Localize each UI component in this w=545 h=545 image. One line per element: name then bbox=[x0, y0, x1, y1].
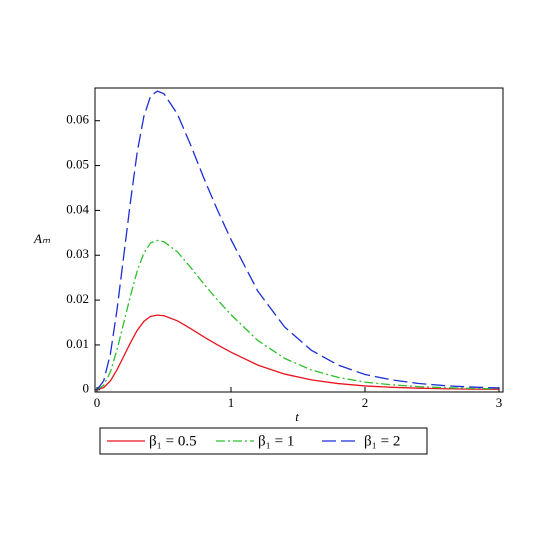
data-line bbox=[96, 239, 499, 391]
data-line bbox=[96, 314, 499, 391]
x-axis-label: t bbox=[295, 409, 299, 424]
x-tick-label: 0 bbox=[94, 395, 101, 410]
x-tick-label: 3 bbox=[496, 395, 503, 410]
legend-box bbox=[99, 427, 428, 455]
y-tick-label: 0.03 bbox=[66, 246, 89, 261]
y-tick-label: 0.04 bbox=[66, 201, 89, 216]
legend-label: β₁ = 0.5 bbox=[149, 433, 197, 449]
y-tick-label: 0.02 bbox=[66, 291, 89, 306]
legend-label: β₁ = 1 bbox=[258, 433, 294, 449]
y-tick-label: 0.01 bbox=[66, 336, 89, 351]
x-tick-label: 1 bbox=[228, 395, 235, 410]
y-tick-label: 0.05 bbox=[66, 157, 89, 172]
legend: β₁ = 0.5 β₁ = 1 β₁ = 2 bbox=[107, 433, 400, 449]
y-tick-label: 0.06 bbox=[66, 112, 89, 127]
data-line bbox=[96, 90, 500, 391]
y-axis-label: Aₘ bbox=[33, 231, 51, 246]
y-tick-label: 0 bbox=[83, 381, 90, 396]
x-tick-label: 2 bbox=[362, 395, 369, 410]
plot-frame bbox=[94, 87, 504, 393]
legend-label: β₁ = 2 bbox=[364, 433, 400, 449]
